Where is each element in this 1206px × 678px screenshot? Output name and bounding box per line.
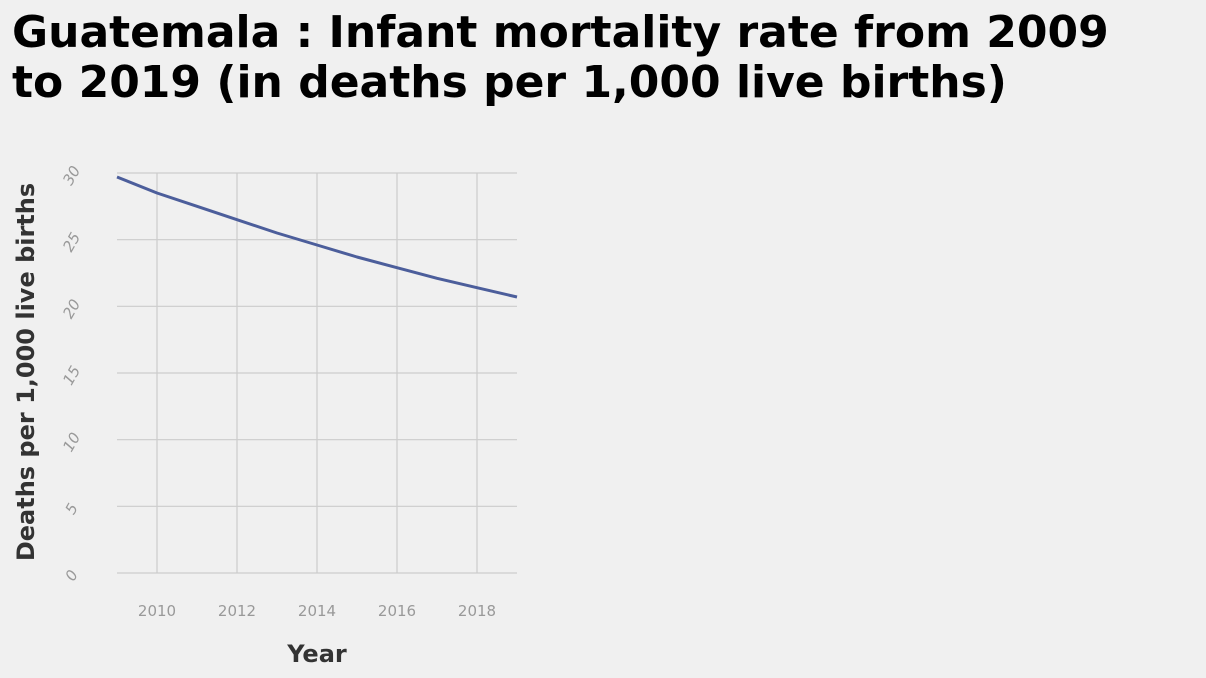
x-axis-ticks: 2010 2012 2014 2016 2018	[138, 602, 496, 620]
x-axis-label: Year	[286, 640, 347, 668]
y-tick-label: 0	[61, 567, 81, 584]
y-tick-label: 10	[59, 429, 84, 455]
series-layer	[116, 175, 518, 299]
x-tick-label: 2014	[298, 602, 336, 620]
x-tick-label: 2012	[218, 602, 256, 620]
y-tick-label: 5	[61, 500, 81, 517]
x-tick-label: 2018	[458, 602, 496, 620]
y-tick-label: 25	[59, 229, 84, 255]
y-axis-label: Deaths per 1,000 live births	[12, 183, 40, 561]
y-axis-ticks: 0 5 10 15 20 25 30	[59, 163, 84, 584]
y-tick-label: 30	[59, 163, 84, 189]
y-tick-label: 20	[59, 296, 84, 322]
x-tick-label: 2016	[378, 602, 416, 620]
chart-title-line-1: Guatemala : Infant mortality rate from 2…	[12, 7, 1109, 58]
series-line	[116, 175, 518, 299]
y-tick-label: 15	[59, 363, 84, 389]
x-tick-label: 2010	[138, 602, 176, 620]
chart-title-line-2: to 2019 (in deaths per 1,000 live births…	[12, 57, 1007, 108]
chart-title: Guatemala : Infant mortality rate from 2…	[12, 8, 1202, 108]
grid	[117, 172, 517, 574]
